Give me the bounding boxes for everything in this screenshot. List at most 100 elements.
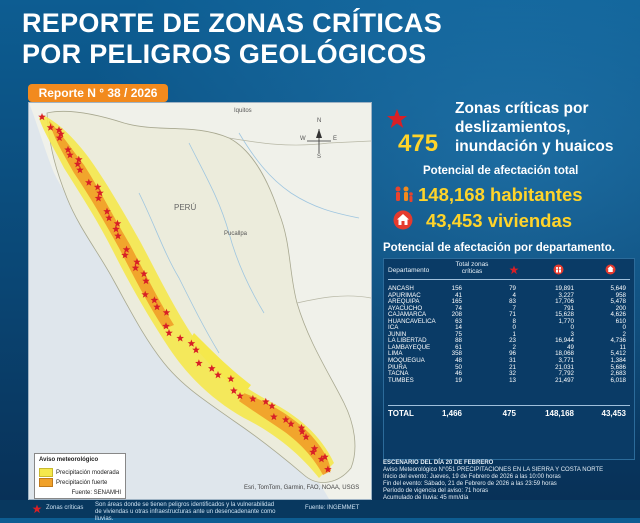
scenario-line: Acumulado de lluvia: 45 mm/día [383, 495, 469, 502]
table-row: TUMBES 19 13 21,497 6,018 [388, 376, 626, 384]
footer-legend-label: Zonas críticas [46, 505, 84, 511]
country-label: PERÚ [174, 203, 197, 212]
critical-zone-star-icon [324, 465, 332, 473]
department-table-title: Potencial de afectación por departamento… [383, 242, 615, 254]
critical-zone-star-icon [268, 402, 276, 410]
star-icon [387, 109, 407, 128]
total-critical: 475 [502, 409, 516, 418]
critical-zone-star-icon [192, 346, 200, 354]
table-row: LIMA 358 96 18,068 5,412 [388, 350, 626, 358]
header-people-icon [553, 264, 564, 275]
total-zones: 1,466 [441, 409, 462, 418]
critical-zone-star-icon [310, 444, 319, 452]
critical-zone-star-icon [113, 219, 122, 227]
footer-source: Fuente: INGEMMET [305, 505, 360, 511]
table-row: LAMBAYEQUE 61 2 49 11 [388, 343, 626, 351]
critical-zone-star-icon [176, 334, 184, 342]
table-row: AREQUIPA 165 83 17,706 5,478 [388, 298, 626, 306]
risk-zone-high [239, 393, 331, 475]
people-icon [395, 186, 413, 202]
critical-zone-star-icon [114, 232, 122, 240]
title-line-1: REPORTE DE ZONAS CRÍTICAS [22, 8, 443, 38]
border [228, 137, 371, 146]
critical-zone-star-icon [302, 433, 310, 441]
river [238, 132, 360, 219]
map-credits: Esri, TomTom, Garmin, FAO, NOAA, USGS [244, 485, 360, 491]
critical-zone-star-icon [282, 415, 290, 423]
compass-n: N [317, 118, 322, 124]
scenario-line: Fin del evento: Sábado, 21 de Febrero de… [383, 481, 557, 488]
critical-zone-star-icon [46, 123, 55, 131]
total-homes: 43,453 [601, 409, 626, 418]
table-row: ANCASH 156 79 19,891 5,649 [388, 285, 626, 292]
critical-zone-star-icon [57, 130, 65, 138]
critical-zone-star-icon [66, 151, 74, 159]
header-house-icon [605, 264, 616, 275]
critical-zone-star-icon [150, 296, 159, 304]
critical-zone-star-icon [121, 251, 129, 259]
legend-source: Fuente: SENAMHI [71, 490, 121, 496]
compass [307, 129, 331, 153]
peru-territory [46, 110, 356, 483]
critical-zone-star-icon [227, 374, 235, 383]
homes-total: 43,453 viviendas [426, 210, 573, 231]
critical-zone-star-icon [162, 308, 171, 316]
city-label-iquitos: Iquitos [234, 108, 252, 114]
legend-label-high: Precipitación fuerte [56, 479, 108, 486]
critical-zone-star-icon [96, 189, 104, 197]
peru-map [29, 103, 371, 499]
critical-zone-star-icon [122, 245, 131, 253]
critical-zone-star-icon [140, 269, 148, 278]
header-star-icon [509, 265, 519, 275]
risk-zone-moderate [189, 333, 251, 395]
potential-title: Potencial de afectación total [423, 165, 579, 177]
city-label-pucallpa: Pucallpa [224, 231, 248, 237]
table-row: APURIMAC 41 4 3,227 958 [388, 291, 626, 299]
critical-zone-star-icon [270, 412, 278, 421]
critical-zone-star-icon [230, 386, 238, 394]
legend-item-high: Precipitación fuerte [39, 478, 107, 487]
risk-zone-moderate [39, 115, 334, 478]
header-total-zones: Total zonas críticas [455, 261, 489, 275]
table-row: TACNA 46 32 7,792 2,683 [388, 370, 626, 378]
total-inhabitants: 148,168 [545, 409, 574, 418]
table-row: JUNIN 75 1 3 2 [388, 330, 626, 338]
critical-zone-star-icon [187, 339, 196, 347]
header-divider [388, 279, 630, 280]
header-department: Departamento [388, 267, 430, 274]
critical-zones-text: Zonas críticas por deslizamientos, inund… [455, 100, 614, 155]
critical-zone-star-icon [55, 133, 64, 142]
critical-zone-star-icon [131, 263, 140, 272]
map-legend: Aviso meteorológico Precipitación modera… [34, 453, 126, 499]
critical-zone-star-icon [287, 420, 295, 428]
critical-zone-star-icon [321, 453, 329, 461]
critical-zone-star-icon [75, 155, 83, 163]
legend-swatch-moderate [39, 468, 53, 477]
critical-zone-star-icon [76, 166, 84, 174]
footer-star-icon [32, 504, 42, 514]
table-row: MOQUEGUA 48 31 3,771 1,384 [388, 357, 626, 365]
critical-zone-star-icon [298, 427, 306, 435]
compass-w: W [300, 136, 306, 142]
compass-e: E [333, 136, 338, 142]
river [188, 142, 265, 314]
scenario-block: ESCENARIO DEL DÍA 20 DE FEBRERO Aviso Me… [383, 460, 633, 503]
report-number-badge: Reporte N ° 38 / 2026 [28, 84, 168, 102]
scenario-line: Inicio del evento: Jueves, 19 de Febrero… [383, 474, 561, 481]
critical-zone-star-icon [208, 364, 216, 372]
map-panel[interactable]: N S E W PERÚ Iquitos Pucallpa Esri, TomT… [28, 102, 372, 500]
critical-zone-star-icon [85, 178, 93, 186]
critical-zone-star-icon [93, 183, 102, 191]
critical-zone-star-icon [105, 214, 113, 222]
critical-zone-star-icon [55, 126, 63, 134]
critical-zone-star-icon [38, 113, 46, 121]
page-title: REPORTE DE ZONAS CRÍTICAS POR PELIGROS G… [22, 8, 462, 70]
risk-zone-high [49, 121, 174, 329]
critical-zone-star-icon [262, 397, 270, 405]
critical-zone-star-icon [309, 448, 317, 456]
scenario-line: Aviso Meteorológico N°051 PRECIPITACIONE… [383, 467, 604, 474]
total-divider [388, 405, 630, 406]
inhabitants-total: 148,168 habitantes [418, 184, 583, 205]
table-row: CAJAMARCA 208 71 15,628 4,626 [388, 311, 626, 319]
critical-zone-star-icon [142, 277, 150, 285]
